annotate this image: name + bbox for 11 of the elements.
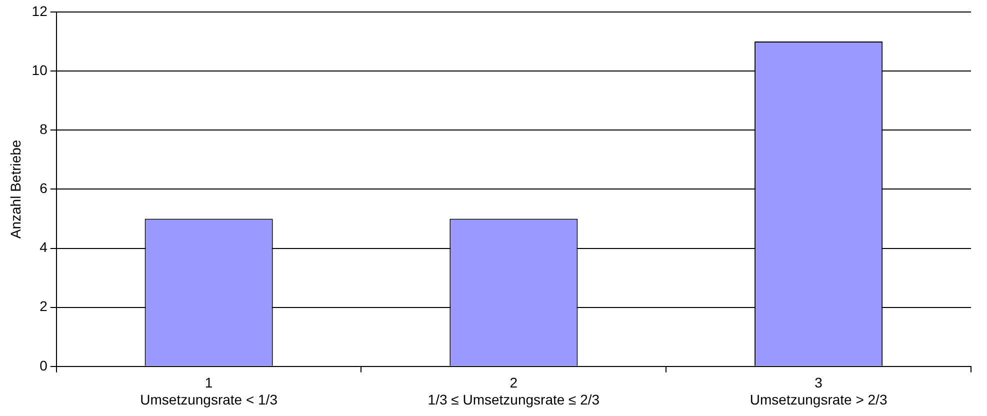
y-tick-label: 10 bbox=[32, 62, 48, 78]
y-tick-label: 4 bbox=[40, 239, 48, 256]
y-tick-label: 8 bbox=[40, 120, 48, 137]
x-tick-label: 3 Umsetzungsrate > 2/3 bbox=[750, 374, 888, 408]
y-axis-title: Anzahl Betriebe bbox=[7, 140, 24, 239]
y-tick-label: 12 bbox=[32, 2, 48, 19]
y-tick-label: 2 bbox=[40, 298, 48, 314]
x-tick-label: 1 Umsetzungsrate < 1/3 bbox=[140, 374, 278, 408]
x-tick-label: 2 1/3 ≤ Umsetzungsrate ≤ 2/3 bbox=[428, 374, 600, 408]
y-tick-label: 0 bbox=[40, 357, 48, 374]
y-tick-label: 6 bbox=[40, 180, 48, 196]
